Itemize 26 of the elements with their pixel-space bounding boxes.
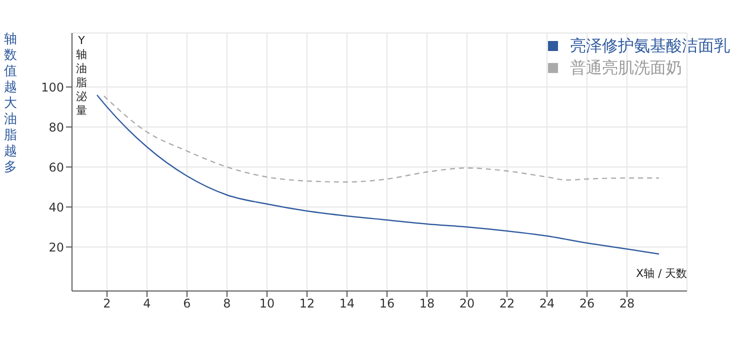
y-tick-label: 40 bbox=[48, 200, 64, 214]
x-tick-label: 10 bbox=[259, 296, 275, 311]
x-tick-label: 20 bbox=[459, 296, 475, 311]
y-tick-label: 80 bbox=[48, 120, 64, 134]
legend-label: 亮泽修护氨基酸洁面乳 bbox=[570, 35, 730, 57]
x-tick-label: 8 bbox=[223, 296, 231, 311]
legend-label: 普通亮肌洗面奶 bbox=[570, 57, 682, 79]
x-tick-label: 4 bbox=[143, 296, 151, 311]
x-tick-label: 26 bbox=[579, 296, 595, 311]
x-tick-label: 6 bbox=[183, 296, 191, 311]
x-tick-label: 12 bbox=[299, 296, 315, 311]
x-tick-label: 22 bbox=[499, 296, 515, 311]
text: 轴数值越大油脂越多 bbox=[4, 32, 17, 175]
x-tick-label: 28 bbox=[619, 296, 635, 311]
y-tick-label: 100 bbox=[41, 80, 64, 94]
x-tick-label: 18 bbox=[419, 296, 435, 311]
x-axis-title: X轴 / 天数 bbox=[636, 266, 688, 281]
line-series bbox=[96, 94, 660, 255]
x-tick-label: 24 bbox=[539, 296, 555, 311]
y-tick-label: 60 bbox=[48, 160, 64, 174]
y-tick-label: 20 bbox=[48, 240, 64, 254]
line-series bbox=[103, 95, 660, 183]
x-tick-label: 14 bbox=[339, 296, 355, 311]
x-tick-label: 16 bbox=[379, 296, 395, 311]
x-tick-label: 2 bbox=[103, 296, 111, 311]
y-axis-title: Y轴油脂泌量 bbox=[76, 34, 87, 118]
